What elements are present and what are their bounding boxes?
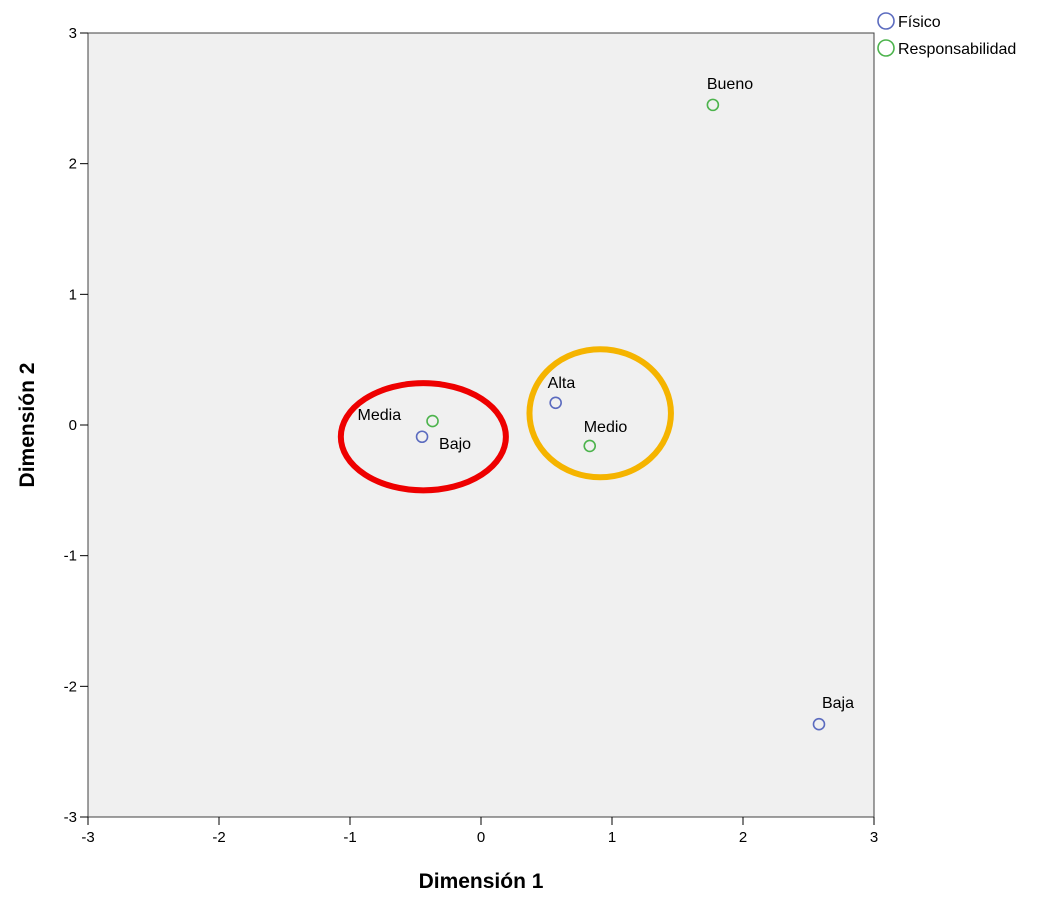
data-point-baja: [812, 717, 826, 731]
plot-area: [87, 32, 875, 818]
annotation-layer: [337, 346, 674, 494]
x-tick-label: 1: [608, 829, 616, 846]
axes-layer: -3 -2 -1 0 1 2 3 -3 -2 -1 0 1 2 3: [64, 25, 879, 846]
x-tick-label: -3: [81, 829, 94, 846]
y-tick-label: -3: [64, 809, 77, 826]
points-layer: Alta Bajo Baja Bueno Media Medio: [358, 76, 854, 731]
y-tick-label: 0: [69, 417, 77, 434]
x-tick-label: 3: [870, 829, 878, 846]
data-label-media: Media: [358, 407, 402, 424]
x-tick-label: -2: [212, 829, 225, 846]
annotation-ellipse-0: [337, 380, 509, 494]
x-tick-label: 0: [477, 829, 485, 846]
y-tick-label: 1: [69, 286, 77, 303]
y-tick-label: 3: [69, 25, 77, 42]
legend-marker-1: [877, 39, 895, 57]
data-label-baja: Baja: [822, 695, 854, 712]
legend-label-0: Físico: [898, 14, 941, 31]
x-axis-title: Dimensión 1: [419, 870, 544, 893]
x-tick-label: -1: [343, 829, 356, 846]
x-tick-label: 2: [739, 829, 747, 846]
data-point-alta: [549, 396, 562, 410]
y-axis-title: Dimensión 2: [16, 363, 39, 488]
data-label-medio: Medio: [584, 419, 628, 436]
legend-marker-0: [877, 12, 895, 30]
data-point-medio: [583, 439, 597, 453]
legend-label-1: Responsabilidad: [898, 41, 1016, 58]
legend: Físico Responsabilidad: [877, 12, 1016, 58]
y-tick-label: -1: [64, 548, 77, 565]
y-tick-label: -2: [64, 678, 77, 695]
data-label-bueno: Bueno: [707, 76, 753, 93]
data-point-bajo: [415, 430, 429, 444]
data-point-bueno: [706, 98, 720, 112]
data-label-bajo: Bajo: [439, 436, 471, 453]
data-label-alta: Alta: [548, 375, 576, 392]
annotation-ellipse-1: [526, 346, 674, 481]
data-point-media: [426, 414, 439, 428]
y-tick-label: 2: [69, 156, 77, 173]
